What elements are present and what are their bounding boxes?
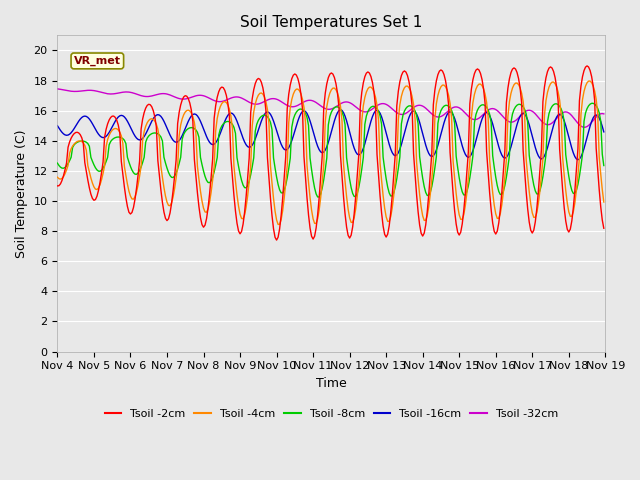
Tsoil -4cm [244,193,252,199]
Tsoil -4cm [600,199,607,205]
Tsoil -16cm [571,154,579,159]
Tsoil -8cm [244,183,252,189]
Tsoil -2cm [54,183,61,189]
Tsoil -4cm [120,163,128,169]
Tsoil -4cm [586,78,594,84]
Tsoil -4cm [275,222,282,228]
Tsoil -8cm [589,100,597,106]
Tsoil -32cm [54,86,61,92]
Tsoil -16cm [54,123,61,129]
Tsoil -32cm [600,111,607,117]
Line: Tsoil -32cm: Tsoil -32cm [58,89,604,127]
Tsoil -4cm [571,200,579,206]
Tsoil -2cm [600,226,607,231]
Tsoil -16cm [292,123,300,129]
Tsoil -32cm [244,98,252,104]
Tsoil -2cm [571,188,579,193]
Tsoil -32cm [292,103,300,109]
Tsoil -4cm [216,104,224,109]
Tsoil -2cm [244,175,252,181]
Tsoil -16cm [337,107,344,113]
Tsoil -16cm [120,114,128,120]
Tsoil -8cm [120,137,128,143]
Line: Tsoil -16cm: Tsoil -16cm [58,110,604,160]
Y-axis label: Soil Temperature (C): Soil Temperature (C) [15,129,28,258]
Tsoil -32cm [216,99,224,105]
Tsoil -32cm [120,89,128,95]
Tsoil -16cm [600,129,607,135]
Tsoil -2cm [583,63,591,69]
Line: Tsoil -2cm: Tsoil -2cm [58,66,604,240]
Tsoil -8cm [292,109,300,115]
Tsoil -32cm [235,94,243,100]
Line: Tsoil -4cm: Tsoil -4cm [58,81,604,225]
Tsoil -8cm [571,191,579,196]
Legend: Tsoil -2cm, Tsoil -4cm, Tsoil -8cm, Tsoil -16cm, Tsoil -32cm: Tsoil -2cm, Tsoil -4cm, Tsoil -8cm, Tsoi… [100,405,563,423]
Tsoil -2cm [235,228,243,234]
Tsoil -8cm [314,194,321,200]
Tsoil -16cm [244,144,252,149]
Tsoil -16cm [574,157,582,163]
Tsoil -4cm [235,203,243,209]
Tsoil -2cm [273,237,280,243]
Tsoil -32cm [580,124,588,130]
Tsoil -4cm [54,174,61,180]
Tsoil -4cm [294,86,301,92]
Tsoil -2cm [216,85,224,91]
Tsoil -32cm [570,115,577,120]
Tsoil -2cm [120,184,128,190]
Line: Tsoil -8cm: Tsoil -8cm [58,103,604,197]
Text: VR_met: VR_met [74,56,121,66]
Tsoil -2cm [294,76,301,82]
X-axis label: Time: Time [316,377,347,390]
Tsoil -8cm [235,163,243,169]
Tsoil -16cm [235,122,243,128]
Tsoil -8cm [216,126,224,132]
Tsoil -8cm [54,160,61,166]
Title: Soil Temperatures Set 1: Soil Temperatures Set 1 [240,15,422,30]
Tsoil -16cm [216,131,224,136]
Tsoil -8cm [600,163,607,168]
